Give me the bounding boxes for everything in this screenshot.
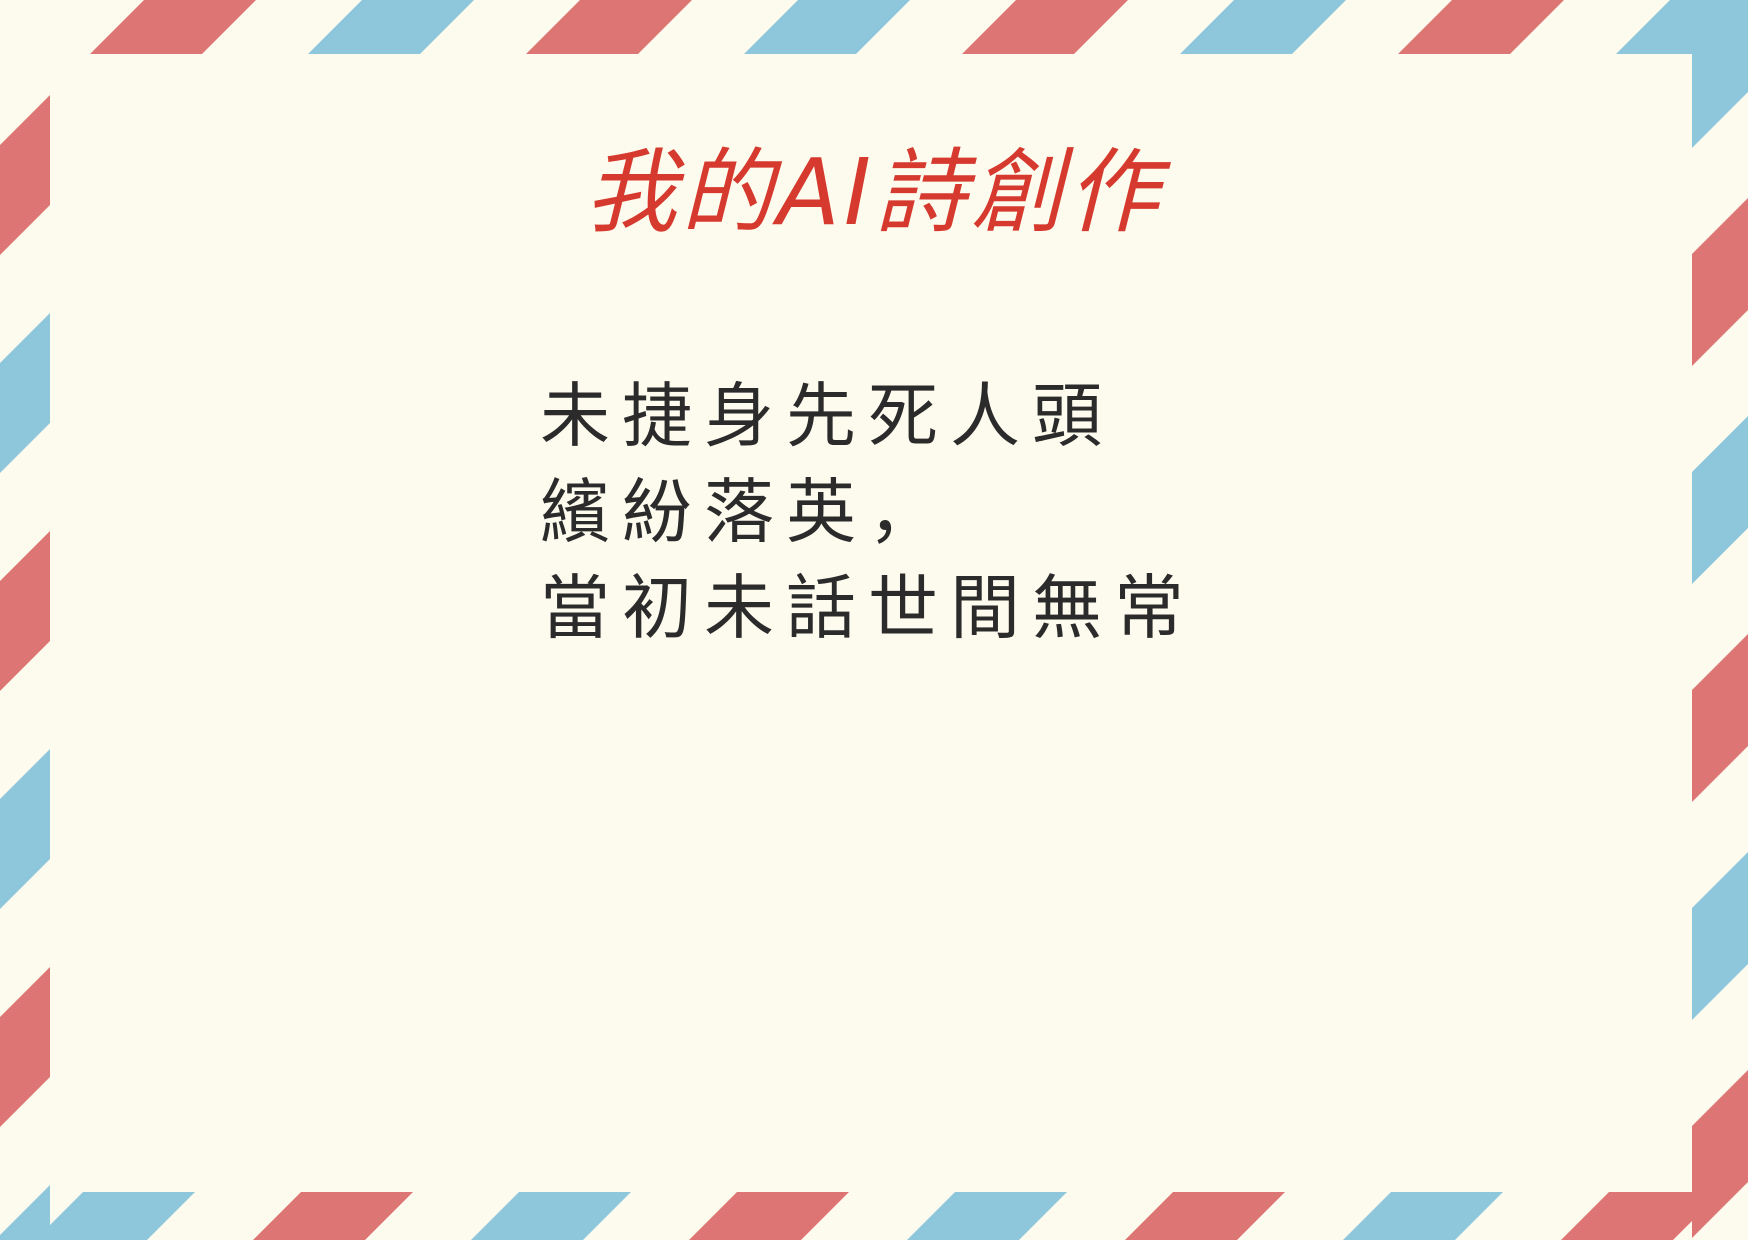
stripe bbox=[253, 1192, 413, 1240]
stripe bbox=[689, 1192, 849, 1240]
stripe bbox=[1561, 1192, 1721, 1240]
stripe bbox=[526, 0, 692, 54]
stripe bbox=[1692, 634, 1748, 802]
stripe bbox=[1125, 1192, 1285, 1240]
airmail-border-bottom bbox=[35, 1192, 1721, 1240]
stripe bbox=[0, 531, 50, 691]
stripe bbox=[1692, 416, 1748, 584]
stripe bbox=[1398, 0, 1564, 54]
stripe bbox=[471, 1192, 631, 1240]
poem-line: 未捷身先死人頭 bbox=[540, 375, 1114, 457]
stripe bbox=[1180, 0, 1346, 54]
page-title: 我的AI詩創作 bbox=[584, 139, 1164, 246]
stripe bbox=[0, 313, 50, 473]
letter-paper bbox=[50, 54, 1692, 1192]
stripe bbox=[0, 95, 50, 255]
airmail-border-top bbox=[90, 0, 1748, 54]
poem-line: 繽紛落英， bbox=[540, 471, 950, 553]
stripe bbox=[907, 1192, 1067, 1240]
stripe bbox=[1692, 1070, 1748, 1238]
stripe bbox=[35, 1192, 195, 1240]
stripe bbox=[90, 0, 256, 54]
airmail-border-right bbox=[1692, 0, 1748, 1238]
stripe bbox=[962, 0, 1128, 54]
poem-line: 當初未話世間無常 bbox=[540, 567, 1196, 649]
stripe bbox=[308, 0, 474, 54]
stripe bbox=[1692, 852, 1748, 1020]
airmail-border-left bbox=[0, 95, 50, 1240]
stripe bbox=[0, 1185, 50, 1240]
stripe bbox=[1692, 198, 1748, 366]
stripe bbox=[1343, 1192, 1503, 1240]
stripe bbox=[744, 0, 910, 54]
stripe bbox=[0, 967, 50, 1127]
stripe bbox=[0, 749, 50, 909]
poem-body: 未捷身先死人頭 繽紛落英， 當初未話世間無常 bbox=[540, 368, 1260, 656]
stripe bbox=[1692, 0, 1748, 148]
